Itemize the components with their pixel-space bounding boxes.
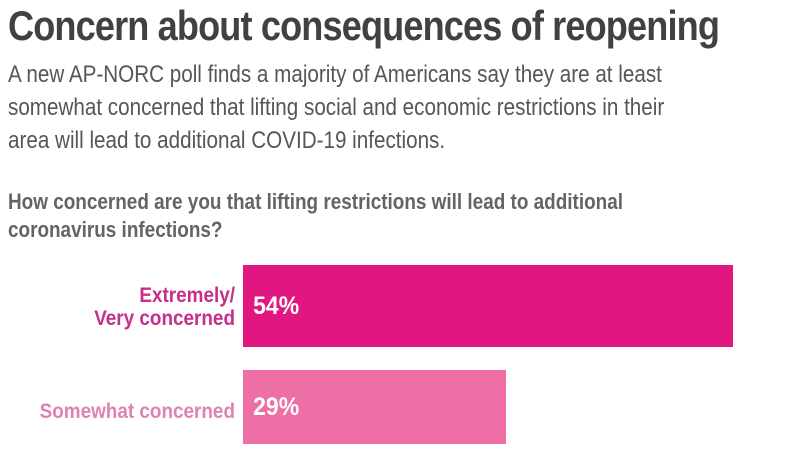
page-title: Concern about consequences of reopening	[8, 2, 720, 49]
subtitle: A new AP-NORC poll finds a majority of A…	[8, 58, 771, 157]
bar: 29%	[243, 370, 506, 444]
subtitle-line: somewhat concerned that lifting social a…	[8, 94, 665, 121]
bar-label: Extremely/Very concerned	[0, 284, 235, 330]
question-line: How concerned are you that lifting restr…	[8, 189, 623, 214]
bar-label-line: Extremely/	[139, 284, 235, 307]
question-line: coronavirus infections?	[8, 217, 223, 242]
subtitle-line: A new AP-NORC poll finds a majority of A…	[8, 61, 662, 88]
bar-label-line: Somewhat concerned	[39, 400, 235, 423]
bar-label-line: Very concerned	[94, 307, 236, 330]
chart-question: How concerned are you that lifting restr…	[8, 188, 723, 244]
bar-value-label: 54%	[253, 291, 300, 320]
bar-label: Somewhat concerned	[0, 400, 235, 423]
subtitle-line: area will lead to additional COVID-19 in…	[8, 127, 446, 154]
bar: 54%	[243, 265, 733, 347]
bar-value-label: 29%	[253, 392, 300, 421]
